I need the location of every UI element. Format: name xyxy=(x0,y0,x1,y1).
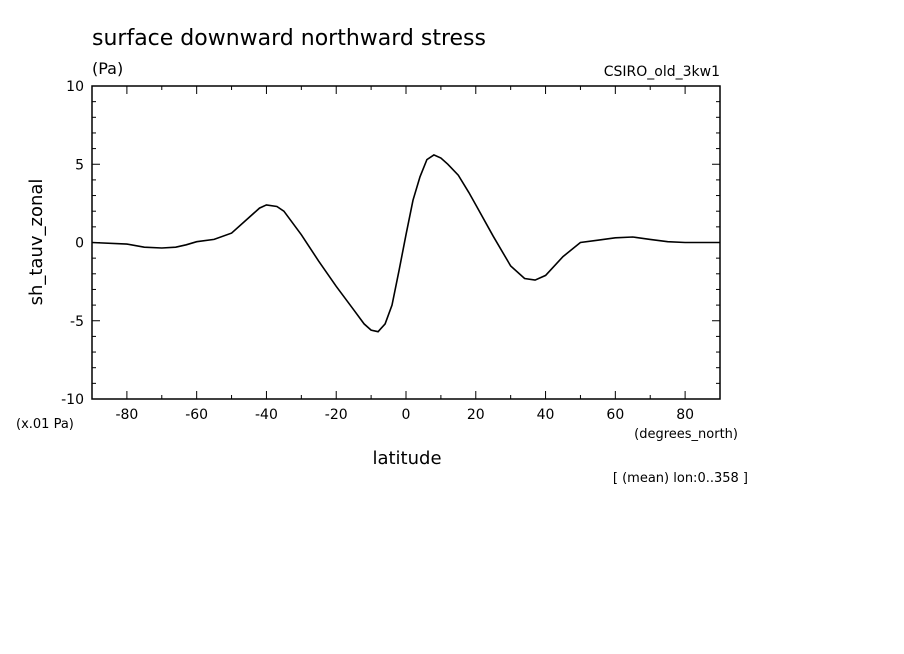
x-tick-label: 80 xyxy=(676,407,694,423)
units-label: (Pa) xyxy=(92,59,123,78)
y-tick-label: 0 xyxy=(75,236,84,252)
x-tick-label: 20 xyxy=(467,407,485,423)
y-tick-label: 10 xyxy=(66,79,84,95)
y-tick-label: -10 xyxy=(61,392,84,408)
y-scale-label: (x.01 Pa) xyxy=(16,417,74,432)
x-tick-label: -20 xyxy=(325,407,348,423)
model-label: CSIRO_old_3kw1 xyxy=(604,64,720,80)
chart-title: surface downward northward stress xyxy=(92,26,486,51)
x-tick-label: -40 xyxy=(255,407,278,423)
x-tick-label: 60 xyxy=(606,407,624,423)
x-axis-label: latitude xyxy=(372,448,441,469)
x-tick-label: -60 xyxy=(185,407,208,423)
x-tick-label: 0 xyxy=(402,407,411,423)
x-tick-label: -80 xyxy=(115,407,138,423)
footnote: [ (mean) lon:0..358 ] xyxy=(613,471,748,486)
x-axis-ticks: -80 -60 -40 -20 0 20 40 60 80 xyxy=(115,86,694,423)
plot-frame xyxy=(91,85,721,400)
series-line xyxy=(91,153,720,333)
minor-ticks xyxy=(91,86,721,399)
y-tick-label: -5 xyxy=(70,314,84,330)
x-units-label: (degrees_north) xyxy=(634,427,738,442)
x-tick-label: 40 xyxy=(537,407,555,423)
y-tick-label: 5 xyxy=(75,157,84,173)
y-axis-label: sh_tauv_zonal xyxy=(26,179,47,306)
y-axis-ticks: -10 -5 0 5 10 xyxy=(61,79,720,408)
